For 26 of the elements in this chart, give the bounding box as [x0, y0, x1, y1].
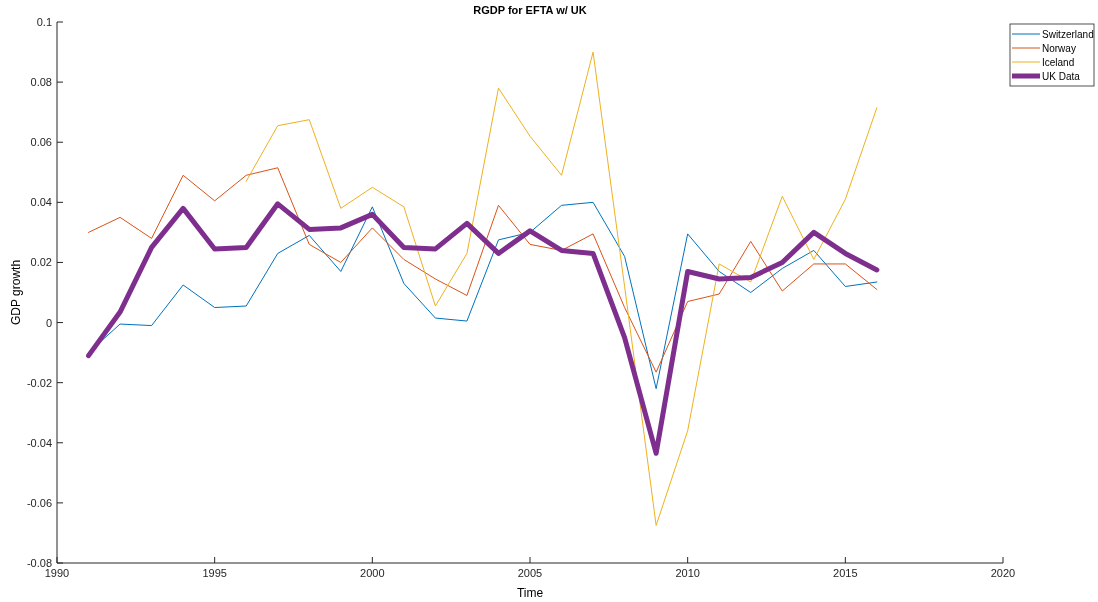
- y-tick-label: 0.1: [36, 16, 52, 28]
- legend-label: UK Data: [1042, 71, 1081, 82]
- x-tick-label: 1990: [44, 567, 70, 579]
- legend-label: Switzerland: [1042, 29, 1094, 40]
- y-tick-label: -0.08: [26, 557, 52, 569]
- y-tick-label: 0.08: [30, 76, 52, 89]
- x-tick-label: 2020: [990, 567, 1016, 579]
- y-axis-title: GDP growth: [9, 259, 23, 326]
- line-series: [245, 51, 878, 526]
- x-tick-label: 2010: [675, 567, 700, 579]
- y-tick-label: 0.04: [30, 196, 52, 209]
- y-tick-label: -0.02: [26, 376, 52, 389]
- chart-title: RGDP for EFTA w/ UK: [473, 4, 587, 16]
- legend-label: Iceland: [1042, 57, 1075, 68]
- y-tick-label: -0.04: [26, 436, 52, 449]
- y-tick-label: 0.02: [30, 256, 52, 269]
- legend-label: Norway: [1042, 43, 1076, 54]
- y-tick-label: -0.06: [26, 496, 52, 509]
- x-tick-label: 2015: [833, 567, 858, 579]
- x-tick-label: 2000: [360, 567, 385, 579]
- x-axis-title: Time: [516, 586, 544, 600]
- x-tick-label: 1995: [202, 567, 227, 579]
- y-tick-label: 0.06: [30, 136, 52, 149]
- line-series: [88, 167, 878, 373]
- y-tick-label: 0: [45, 316, 52, 329]
- x-tick-label: 2005: [517, 567, 543, 579]
